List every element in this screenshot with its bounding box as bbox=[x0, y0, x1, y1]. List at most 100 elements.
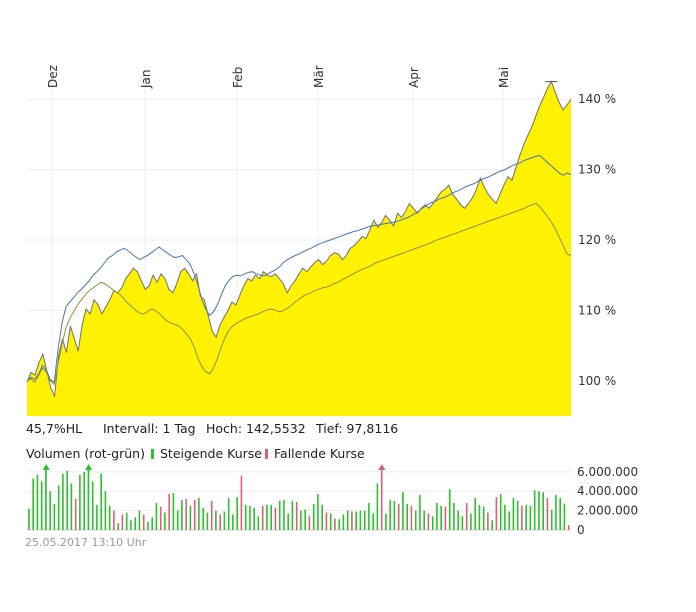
volume-bar bbox=[172, 493, 175, 530]
volume-bar bbox=[164, 512, 166, 530]
volume-bar bbox=[355, 511, 357, 530]
volume-bar bbox=[236, 497, 238, 530]
volume-bar bbox=[295, 501, 298, 530]
area-fill bbox=[27, 81, 571, 416]
volume-bar bbox=[406, 503, 408, 530]
rising-legend-label: Steigende Kurse bbox=[160, 446, 262, 461]
volume-bar bbox=[125, 512, 128, 530]
volume-bar bbox=[529, 505, 532, 530]
volume-bar bbox=[363, 510, 366, 530]
volume-bar bbox=[338, 519, 340, 530]
volume-bar bbox=[555, 495, 557, 530]
volume-bar bbox=[317, 494, 319, 530]
volume-peak-markers bbox=[42, 464, 386, 530]
x-tick-label: Jan bbox=[139, 70, 153, 90]
y-tick-label: 140 % bbox=[578, 92, 616, 106]
volume-bar bbox=[257, 516, 260, 530]
volume-bar bbox=[312, 503, 315, 530]
high-label: Hoch: 142,5532 bbox=[206, 421, 306, 436]
volume-bar bbox=[253, 507, 255, 530]
volume-bar bbox=[559, 498, 561, 530]
volume-bar bbox=[240, 475, 243, 530]
volume-bar bbox=[385, 513, 387, 530]
volume-tick-label: 6.000.000 bbox=[577, 465, 638, 479]
volume-bar bbox=[189, 505, 192, 530]
volume-bar bbox=[533, 490, 536, 530]
volume-bar bbox=[359, 510, 362, 530]
volume-bar bbox=[287, 513, 289, 530]
volume-bar bbox=[495, 497, 498, 530]
volume-bar bbox=[121, 514, 124, 530]
volume-bar bbox=[198, 498, 200, 530]
volume-bar bbox=[261, 505, 264, 530]
x-tick-label: Feb bbox=[231, 67, 245, 88]
x-tick-label: Mai bbox=[497, 67, 511, 88]
volume-bar bbox=[291, 500, 294, 530]
volume-tick-label: 0 bbox=[577, 523, 585, 537]
y-tick-label: 100 % bbox=[578, 374, 616, 388]
volume-bar bbox=[351, 511, 353, 530]
volume-bar bbox=[96, 504, 98, 530]
volume-bar bbox=[79, 474, 81, 530]
volume-bar bbox=[334, 518, 336, 530]
volume-bar bbox=[414, 510, 417, 530]
volume-bar bbox=[278, 500, 281, 530]
volume-bar bbox=[168, 494, 170, 530]
volume-bar bbox=[431, 516, 434, 530]
volume-bar bbox=[499, 494, 502, 530]
timestamp: 25.05.2017 13:10 Uhr bbox=[25, 536, 147, 549]
range-label: 45,7%HL bbox=[26, 421, 82, 436]
volume-bar bbox=[321, 504, 323, 530]
falling-legend-label: Fallende Kurse bbox=[274, 446, 365, 461]
volume-bar bbox=[210, 500, 213, 530]
volume-bar bbox=[504, 504, 506, 530]
volume-bar bbox=[232, 514, 234, 530]
volume-bar bbox=[113, 510, 115, 530]
volume-bar bbox=[130, 520, 132, 530]
volume-bar bbox=[419, 495, 421, 530]
volume-bar bbox=[546, 498, 549, 530]
falling-legend-swatch bbox=[265, 449, 268, 459]
volume-bar bbox=[266, 504, 268, 530]
volume-bar bbox=[91, 481, 94, 530]
volume-bar bbox=[427, 513, 430, 530]
volume-bar bbox=[32, 478, 34, 530]
volume-bar bbox=[36, 474, 39, 530]
volume-bar bbox=[538, 491, 540, 530]
volume-bar bbox=[104, 491, 107, 530]
volume-bar bbox=[57, 485, 60, 530]
volume-bar bbox=[491, 520, 493, 530]
x-tick-label: Apr bbox=[407, 67, 421, 88]
y-tick-label: 120 % bbox=[578, 233, 616, 247]
volume-bar bbox=[283, 500, 285, 530]
volume-bar bbox=[66, 470, 68, 530]
volume-bar bbox=[423, 510, 425, 530]
volume-bar bbox=[525, 504, 527, 530]
volume-bar bbox=[465, 502, 468, 530]
comparison-line-2 bbox=[26, 202, 572, 386]
volume-bar bbox=[249, 505, 251, 530]
volume-bar bbox=[402, 492, 404, 530]
volume-bar bbox=[376, 483, 379, 530]
volume-bar bbox=[346, 510, 349, 530]
volume-bar bbox=[470, 513, 472, 530]
volume-tick-label: 2.000.000 bbox=[577, 504, 638, 518]
volume-bar bbox=[49, 491, 51, 530]
volume-bar bbox=[482, 506, 485, 530]
low-label: Tief: 97,8116 bbox=[315, 421, 398, 436]
volume-title: Volumen (rot-grün) bbox=[26, 446, 145, 461]
volume-bar bbox=[440, 505, 442, 530]
volume-bar bbox=[270, 504, 272, 530]
comparison-line-1 bbox=[26, 154, 572, 384]
volume-bar bbox=[83, 471, 85, 530]
volume-tick-label: 4.000.000 bbox=[577, 484, 638, 498]
volume-bar bbox=[325, 512, 328, 530]
volume-bar bbox=[453, 502, 455, 530]
volume-peak-arrow bbox=[378, 464, 386, 530]
volume-bar bbox=[134, 517, 136, 530]
y-tick-label: 110 % bbox=[578, 303, 616, 317]
volume-bar bbox=[181, 500, 183, 530]
volume-bar bbox=[176, 510, 179, 530]
volume-bar bbox=[397, 503, 400, 530]
interval-label: Intervall: 1 Tag bbox=[103, 421, 196, 436]
